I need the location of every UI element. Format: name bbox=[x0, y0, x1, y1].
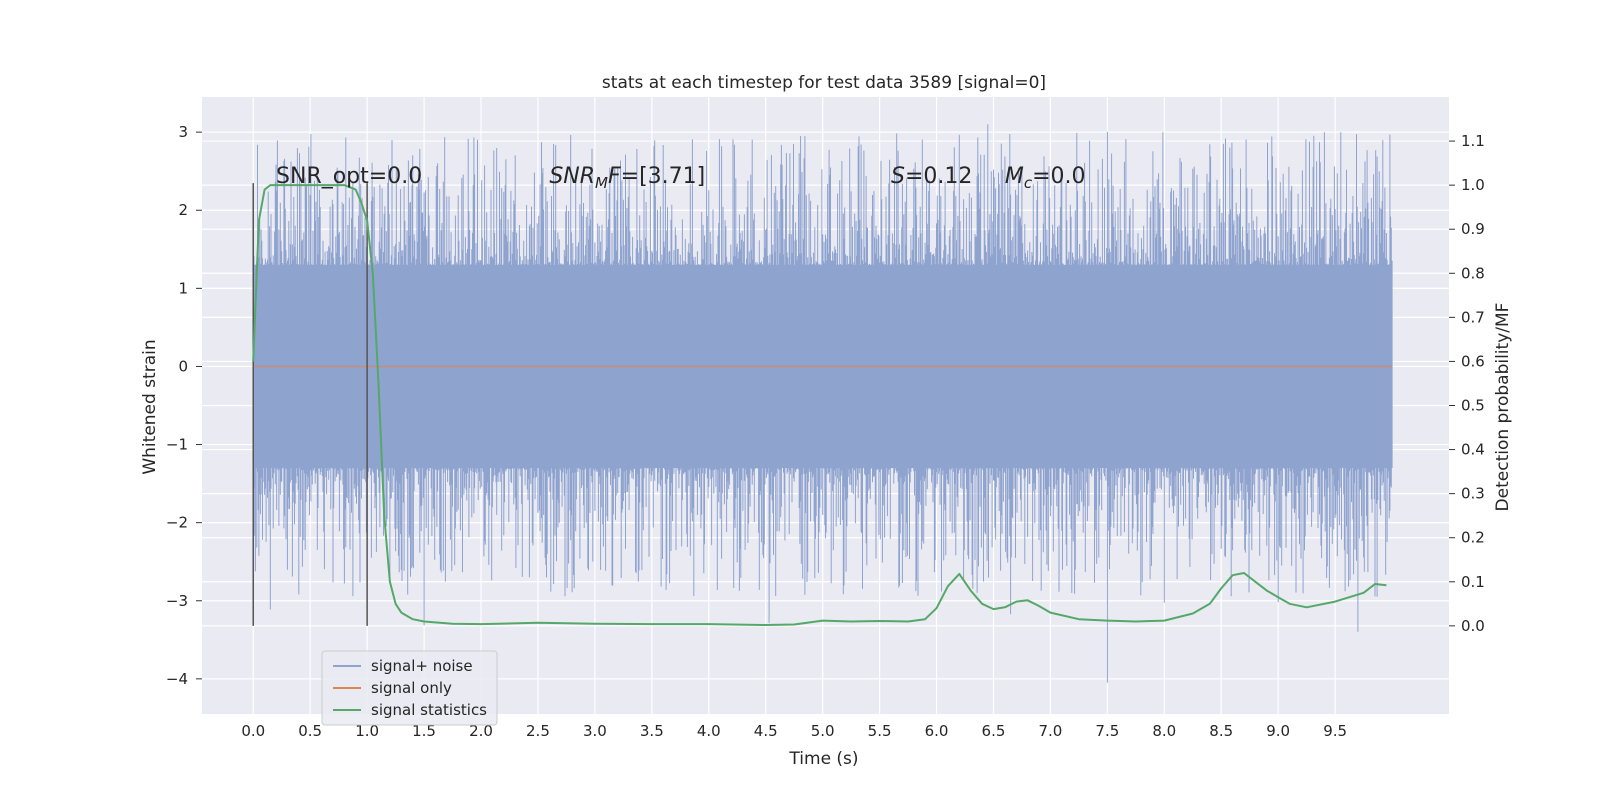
x-tick-label: 2.5 bbox=[526, 722, 550, 740]
annotation-s-value: S=0.12 bbox=[891, 164, 972, 189]
y2-tick-label: 0.6 bbox=[1461, 352, 1485, 370]
y-tick-label: 1 bbox=[178, 279, 188, 297]
legend-label: signal+ noise bbox=[371, 657, 473, 675]
signal-statistics-line bbox=[252, 184, 1387, 626]
y-tick-label: −2 bbox=[166, 514, 188, 532]
annotation-snr-mf: SNRMF=[3.71] bbox=[549, 164, 705, 192]
y2-tick-label: 0.5 bbox=[1461, 397, 1485, 415]
x-tick-label: 9.5 bbox=[1323, 722, 1347, 740]
y-tick-label: 2 bbox=[178, 201, 188, 219]
x-tick-label: 4.5 bbox=[754, 722, 778, 740]
x-tick-label: 7.0 bbox=[1038, 722, 1062, 740]
y2-axis-label: Detection probability/MF bbox=[1493, 303, 1513, 512]
y2-tick-label: 1.0 bbox=[1461, 176, 1485, 194]
y2-tick-label: 0.1 bbox=[1461, 573, 1485, 591]
x-tick-label: 4.0 bbox=[697, 722, 721, 740]
chart-title: stats at each timestep for test data 358… bbox=[602, 73, 1046, 93]
x-tick-label: 0.5 bbox=[298, 722, 322, 740]
legend-label: signal statistics bbox=[371, 701, 487, 719]
y-axis-label: Whitened strain bbox=[140, 339, 160, 474]
y2-tick-label: 0.7 bbox=[1461, 308, 1485, 326]
x-tick-label: 5.0 bbox=[811, 722, 835, 740]
x-tick-label: 5.5 bbox=[868, 722, 892, 740]
series-signal-statistics bbox=[252, 184, 1387, 626]
annotation-mc-value: Mc=0.0 bbox=[1005, 164, 1086, 192]
y2-tick-label: 0.8 bbox=[1461, 264, 1485, 282]
x-tick-label: 6.0 bbox=[925, 722, 949, 740]
x-tick-label: 1.0 bbox=[355, 722, 379, 740]
x-tick-label: 0.0 bbox=[241, 722, 265, 740]
annotations: SNR_opt=0.0 SNRMF=[3.71] S=0.12 Mc=0.0 bbox=[276, 164, 1085, 192]
x-tick-label: 8.0 bbox=[1152, 722, 1176, 740]
x-axis-label: Time (s) bbox=[788, 749, 858, 769]
y-tick-label: −4 bbox=[166, 670, 188, 688]
annotation-snr-opt: SNR_opt=0.0 bbox=[276, 164, 422, 189]
x-tick-label: 9.0 bbox=[1266, 722, 1290, 740]
legend-label: signal only bbox=[371, 679, 452, 697]
y2-tick-label: 0.3 bbox=[1461, 485, 1485, 503]
x-tick-label: 3.0 bbox=[583, 722, 607, 740]
legend-box bbox=[321, 650, 498, 726]
x-tick-label: 8.5 bbox=[1209, 722, 1233, 740]
marker-lines bbox=[252, 183, 368, 626]
legend: signal+ noise signal only signal statistic… bbox=[321, 650, 498, 726]
x-tick-label: 1.5 bbox=[412, 722, 436, 740]
y-tick-label: 3 bbox=[178, 123, 188, 141]
y-tick-label: −3 bbox=[166, 592, 188, 610]
y2-tick-label: 1.1 bbox=[1461, 132, 1485, 150]
y2-tick-label: 0.4 bbox=[1461, 441, 1485, 459]
y2-axis-ticks: 1.1 1.0 0.9 0.8 0.7 0.6 0.5 0.4 0.3 0.2 0.1 0.0 bbox=[1449, 132, 1485, 635]
x-tick-label: 3.5 bbox=[640, 722, 664, 740]
x-axis-ticks: 0.0 0.5 1.0 1.5 2.0 2.5 3.0 3.5 4.0 4.5 5.0 5.5 6.0 6… bbox=[241, 722, 1347, 740]
y-tick-label: −1 bbox=[166, 436, 188, 454]
y-tick-label: 0 bbox=[178, 357, 188, 375]
y2-tick-label: 0.0 bbox=[1461, 617, 1485, 635]
x-tick-label: 6.5 bbox=[982, 722, 1006, 740]
y2-tick-label: 0.9 bbox=[1461, 220, 1485, 238]
y2-tick-label: 0.2 bbox=[1461, 529, 1485, 547]
x-tick-label: 7.5 bbox=[1095, 722, 1119, 740]
y-axis-ticks: 3 2 1 0 −1 −2 −3 −4 bbox=[166, 123, 202, 688]
x-tick-label: 2.0 bbox=[469, 722, 493, 740]
